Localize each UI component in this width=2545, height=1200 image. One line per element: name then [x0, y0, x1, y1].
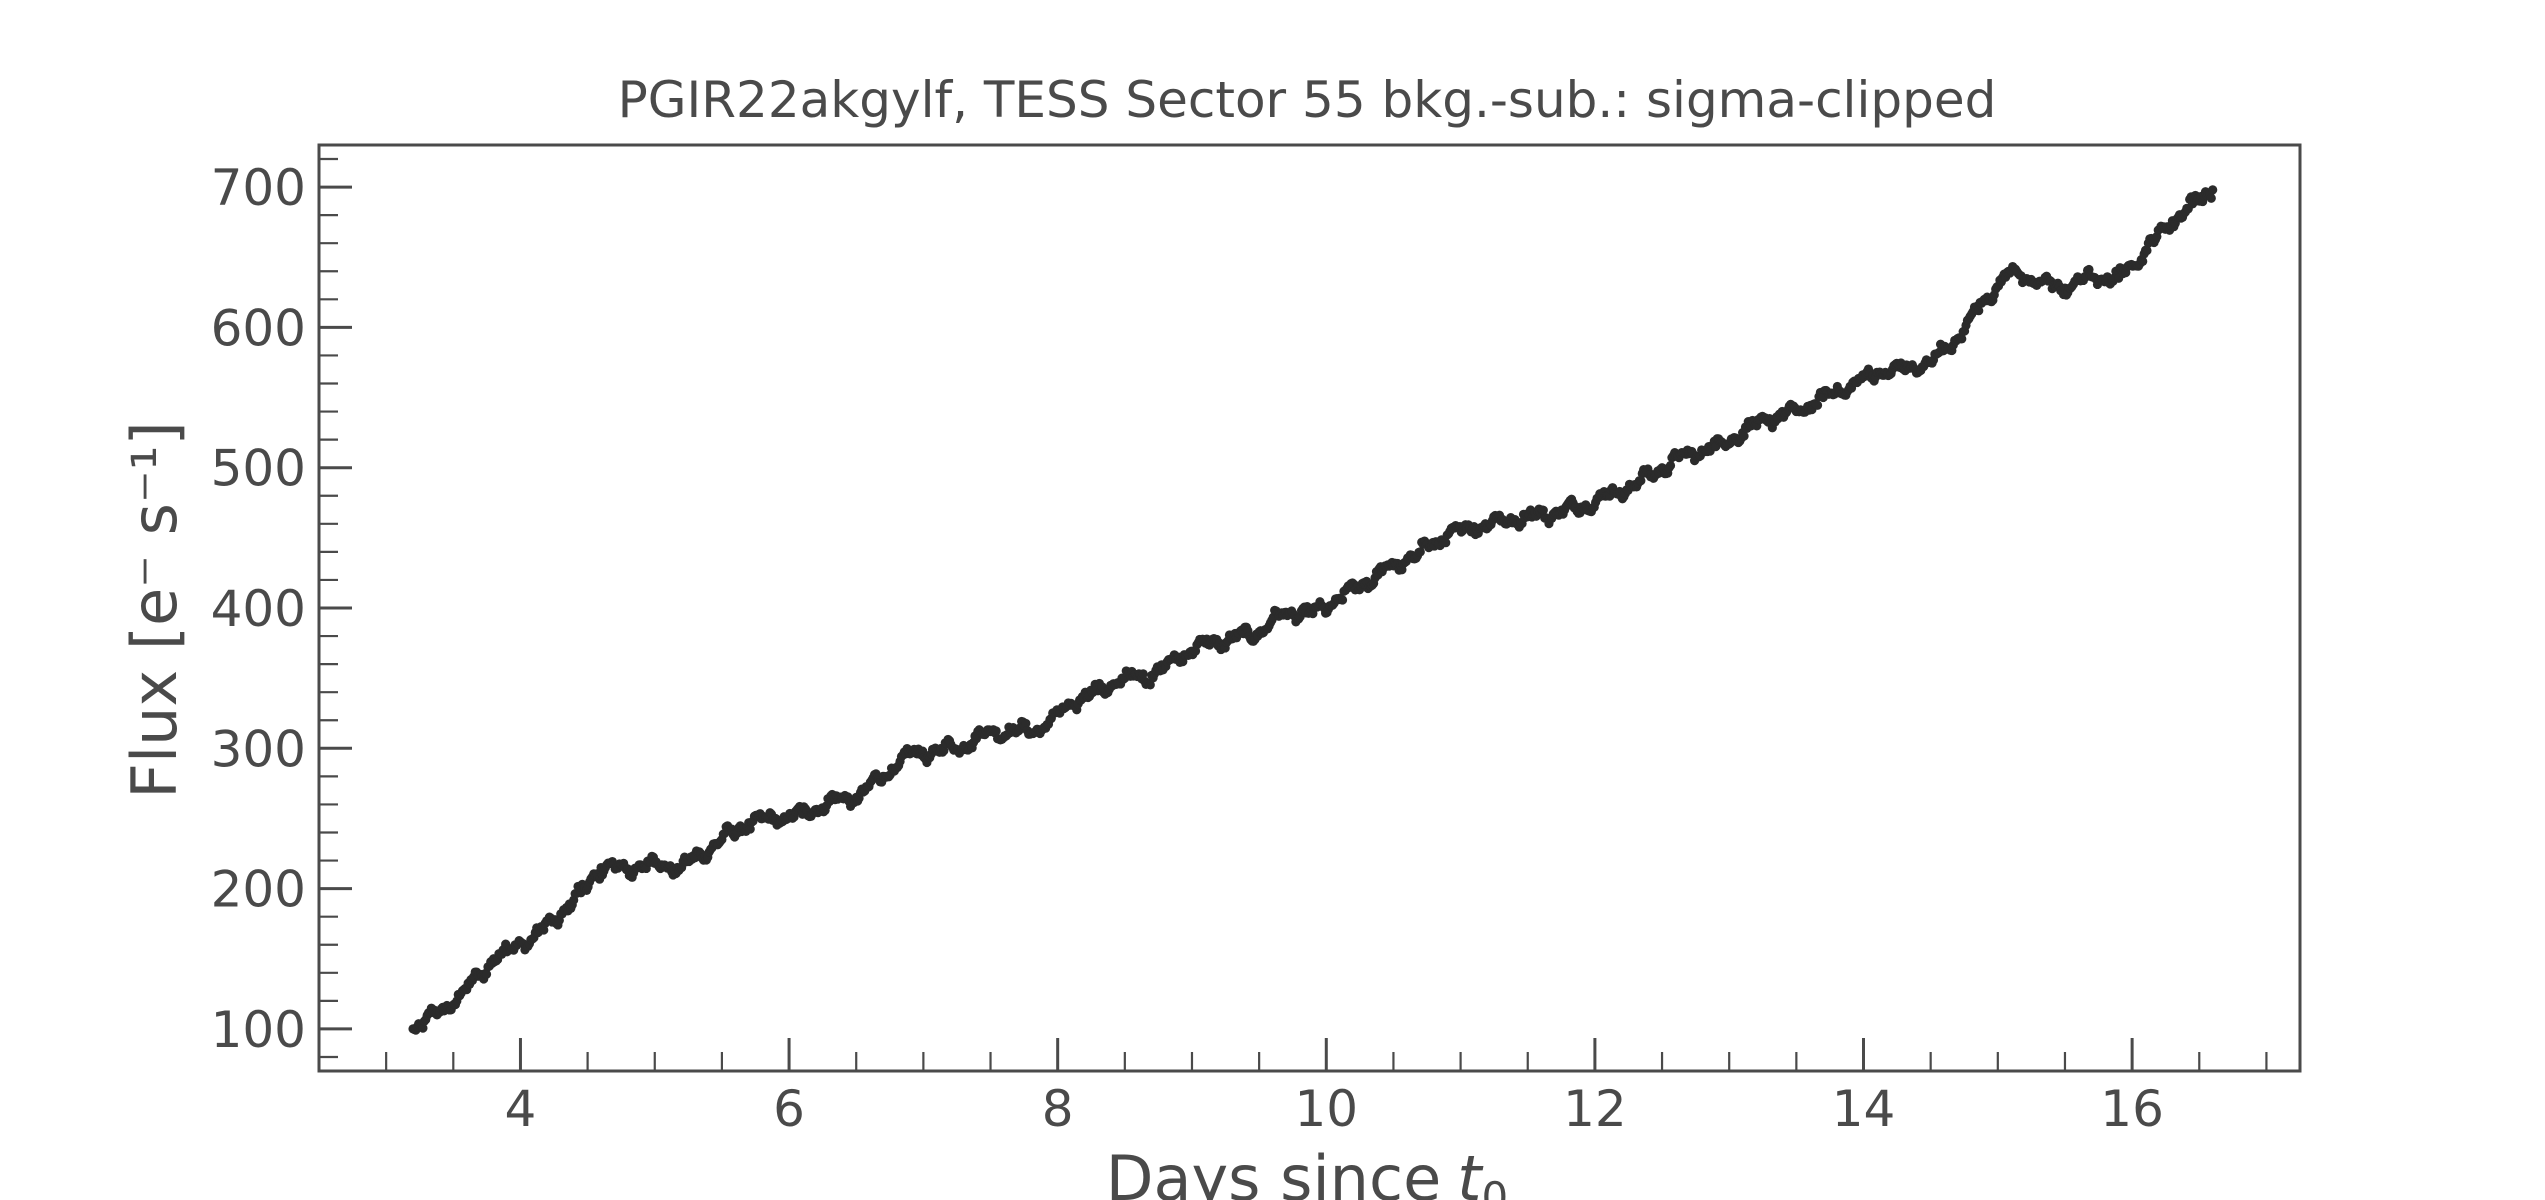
data-point	[2142, 245, 2152, 256]
data-point	[1441, 538, 1451, 548]
data-point	[1957, 334, 1967, 344]
chart-title: PGIR22akgylf, TESS Sector 55 bkg.-sub.: …	[618, 71, 1997, 129]
data-points	[408, 185, 2218, 1035]
data-point	[1021, 718, 1031, 729]
y-tick-label: 200	[211, 861, 306, 919]
x-tick-label: 12	[1563, 1080, 1627, 1138]
x-tick-label: 10	[1294, 1080, 1358, 1138]
y-axis-label: Flux [e⁻ s⁻¹]	[118, 421, 191, 798]
major-ticks	[319, 185, 2134, 1071]
data-point	[1974, 306, 1984, 316]
x-axis-label-subscript: 0	[1482, 1173, 1509, 1200]
y-tick-label: 500	[211, 440, 306, 498]
y-tick-label: 400	[211, 580, 306, 638]
data-point	[1739, 431, 1749, 441]
x-axis-label: Days since t0	[1106, 1142, 1509, 1200]
y-tick-labels: 100 200 300 400 500 600 700	[211, 159, 306, 1059]
data-point	[1538, 505, 1548, 515]
y-tick-label: 600	[211, 299, 306, 357]
x-tick-label: 14	[1832, 1080, 1896, 1138]
data-point	[2206, 193, 2216, 203]
data-point	[2208, 185, 2218, 195]
minor-ticks	[317, 157, 2268, 1071]
data-point	[1636, 476, 1646, 486]
x-axis-label-symbol: t	[1457, 1142, 1484, 1200]
x-tick-label: 6	[773, 1080, 805, 1138]
data-point	[481, 969, 492, 979]
x-axis-label-text: Days since	[1106, 1142, 1442, 1200]
data-point	[1415, 547, 1425, 557]
data-point	[991, 726, 1001, 736]
data-point	[1145, 680, 1155, 690]
x-tick-label: 8	[1042, 1080, 1074, 1138]
y-tick-label: 700	[211, 159, 306, 217]
data-point	[2138, 256, 2148, 266]
data-point	[1337, 595, 1348, 605]
y-tick-label: 100	[211, 1001, 306, 1059]
data-point	[1665, 460, 1676, 471]
x-tick-label: 16	[2100, 1080, 2164, 1138]
x-tick-label: 4	[505, 1080, 537, 1138]
x-tick-labels: 4 6 8 10 12 14 16	[505, 1080, 2164, 1138]
data-point	[1138, 669, 1148, 679]
data-point	[1812, 400, 1823, 410]
data-point	[418, 1023, 428, 1033]
y-tick-label: 300	[211, 720, 306, 778]
